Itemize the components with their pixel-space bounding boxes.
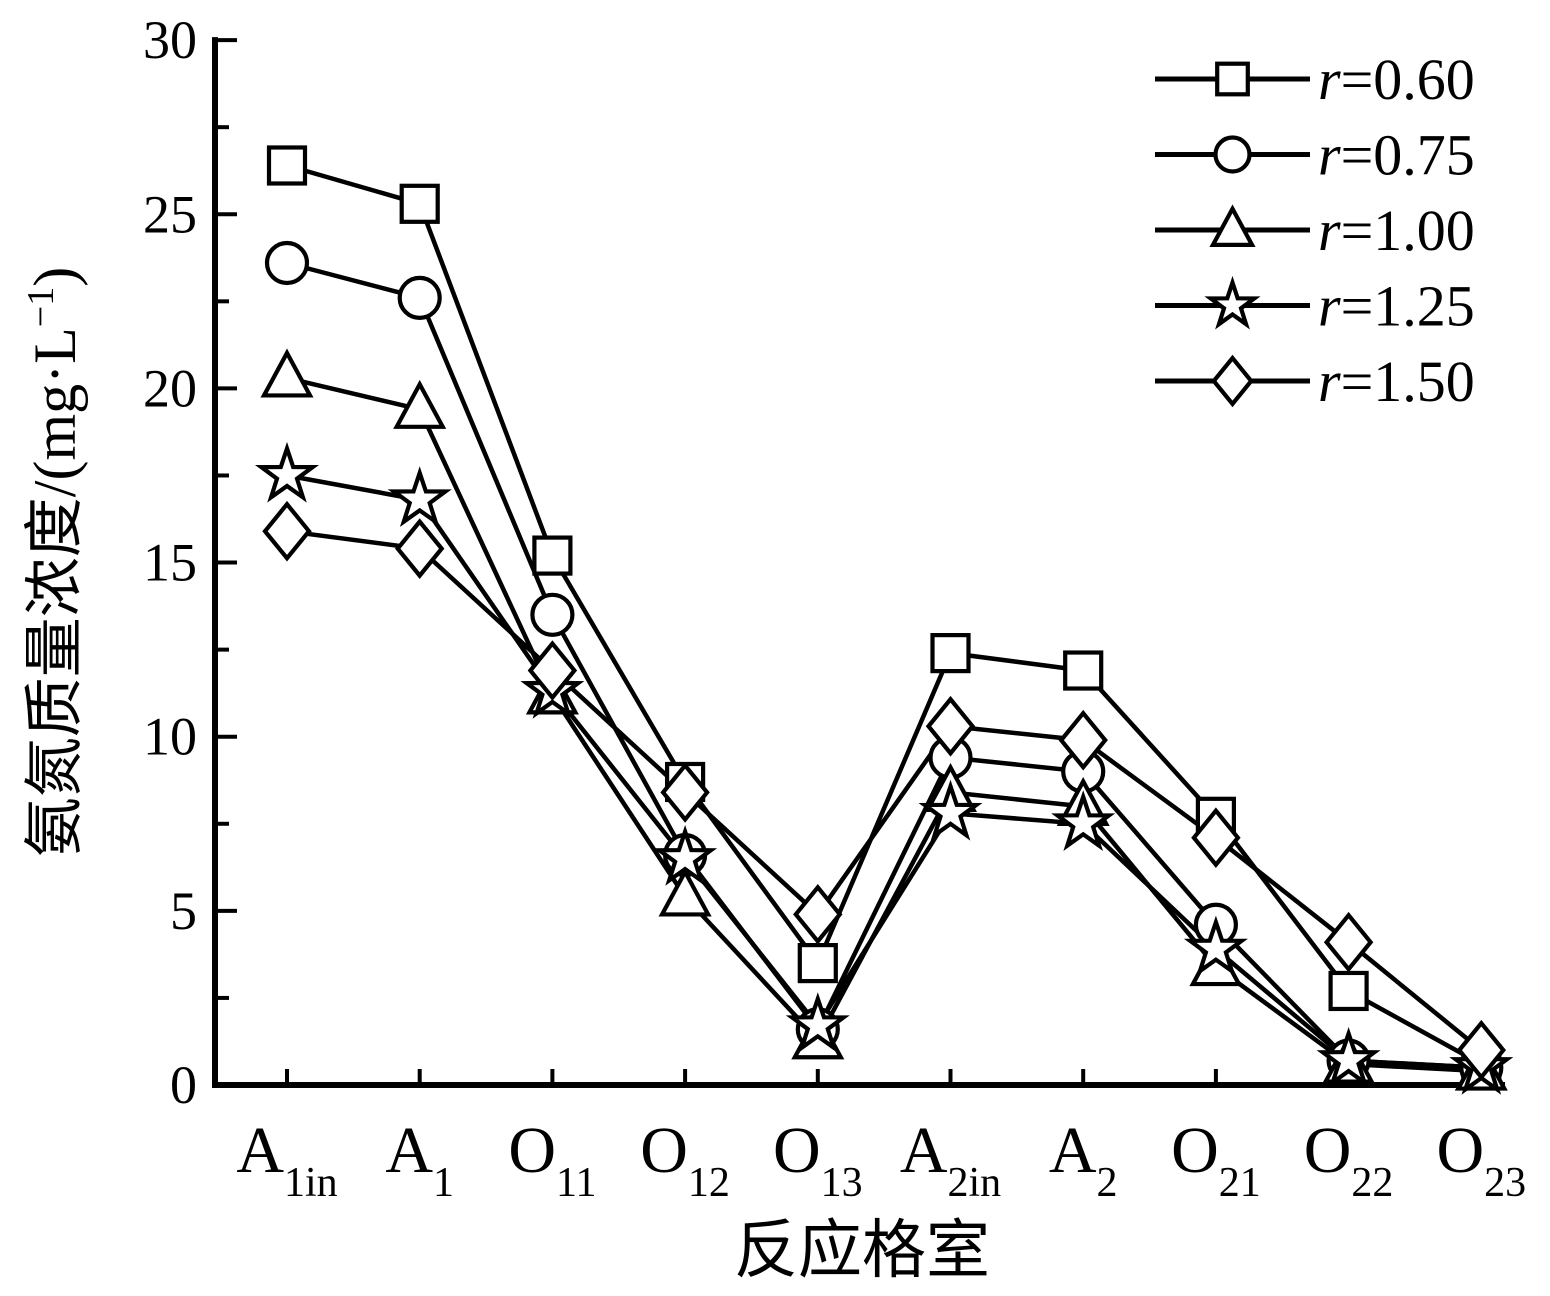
legend-marker-circle <box>1213 135 1252 174</box>
data-point-marker-diamond <box>1191 807 1241 869</box>
data-point-marker-star <box>1316 1026 1381 1088</box>
x-tick-label: O23 <box>1436 1114 1526 1206</box>
x-tick-label: O13 <box>773 1114 863 1206</box>
legend-item: r=0.60 <box>1155 47 1475 112</box>
series-line-circle <box>286 260 1482 1070</box>
data-point-marker-diamond <box>394 518 445 579</box>
data-point-marker-circle <box>397 275 442 320</box>
legend-item: r=0.75 <box>1155 123 1475 188</box>
x-tick-label: A1in <box>236 1114 337 1206</box>
legend-label: r=1.50 <box>1318 349 1475 414</box>
data-point-marker-diamond <box>1058 709 1108 771</box>
legend-item: r=1.00 <box>1155 198 1475 263</box>
series-line-square <box>286 163 1483 1067</box>
legend-label: r=0.60 <box>1318 47 1475 112</box>
data-point-marker-circle <box>530 592 575 637</box>
data-point-marker-square <box>532 535 573 576</box>
data-point-marker-triangle <box>260 348 314 398</box>
legend-marker-square <box>1215 61 1250 97</box>
data-point-marker-star <box>254 441 320 503</box>
data-point-marker-star <box>1051 790 1116 851</box>
data-point-marker-diamond <box>1323 911 1374 973</box>
x-tick-label: A1 <box>385 1114 454 1206</box>
data-point-marker-star <box>785 992 850 1053</box>
data-point-marker-star <box>653 824 718 886</box>
data-point-marker-square <box>1328 970 1369 1012</box>
y-tick-label: 10 <box>143 707 197 767</box>
data-point-marker-diamond <box>925 695 976 757</box>
x-tick-label: A2 <box>1049 1114 1118 1206</box>
legend-label: r=1.25 <box>1318 274 1475 339</box>
series-line-triangle <box>286 375 1482 1074</box>
legend-marker-triangle <box>1209 204 1256 247</box>
y-axis-title: 氨氮质量浓度/(mg·L−1) <box>20 267 88 857</box>
y-tick-label: 0 <box>170 1055 197 1115</box>
data-point-marker-square <box>797 942 838 984</box>
data-point-marker-diamond <box>660 762 710 823</box>
x-axis-title: 反应格室 <box>734 1215 990 1286</box>
data-point-marker-diamond <box>262 500 312 562</box>
y-tick-label: 30 <box>143 10 197 70</box>
data-point-marker-circle <box>264 240 310 286</box>
data-point-marker-triangle <box>393 379 447 429</box>
x-tick-label: O22 <box>1304 1114 1394 1206</box>
data-point-marker-diamond <box>1456 1019 1507 1081</box>
legend-item: r=1.50 <box>1155 349 1475 414</box>
data-point-marker-star <box>1183 915 1248 977</box>
legend-item: r=1.25 <box>1155 274 1475 339</box>
y-tick-label: 15 <box>143 533 197 593</box>
series-line-star <box>286 473 1482 1070</box>
x-tick-label: O21 <box>1171 1114 1261 1206</box>
data-point-marker-square <box>1063 650 1104 691</box>
y-tick-label: 25 <box>143 184 197 244</box>
data-point-marker-diamond <box>793 884 843 945</box>
y-tick-label: 5 <box>170 881 197 941</box>
series-line-diamond <box>286 528 1483 1052</box>
x-tick-label: O11 <box>508 1114 596 1206</box>
data-point-marker-square <box>930 633 971 674</box>
x-tick-label: O12 <box>640 1114 730 1206</box>
data-point-marker-triangle <box>658 867 712 917</box>
legend-label: r=1.00 <box>1318 198 1475 263</box>
data-point-marker-star <box>387 466 452 528</box>
legend-label: r=0.75 <box>1318 123 1475 188</box>
data-point-marker-diamond <box>527 640 578 701</box>
data-point-marker-square <box>399 183 440 224</box>
data-point-marker-star <box>918 779 983 841</box>
legend-marker-star <box>1204 275 1261 330</box>
legend-marker-diamond <box>1211 354 1254 408</box>
data-point-marker-square <box>266 145 308 186</box>
x-tick-label: A2in <box>900 1114 1001 1206</box>
y-tick-label: 20 <box>143 358 197 418</box>
